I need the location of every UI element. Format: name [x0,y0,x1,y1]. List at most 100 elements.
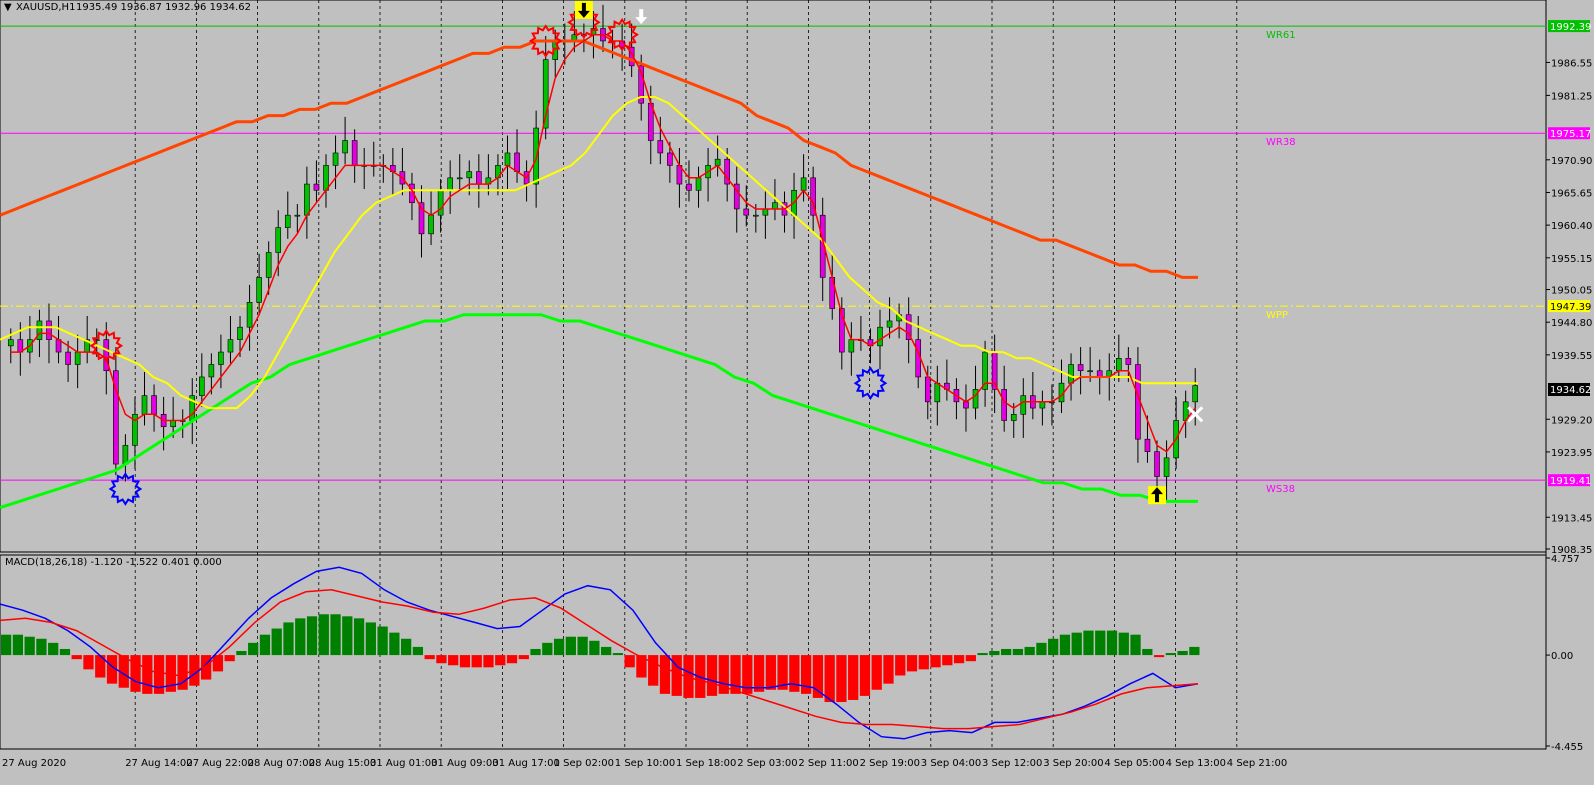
macd-histogram-bar [412,646,424,656]
macd-histogram-bar [118,655,129,688]
candle-bull [877,326,883,347]
time-tick-label: 31 Aug 01:00 [370,758,437,769]
macd-histogram-bar [212,655,224,672]
candle-bull [170,420,176,428]
time-tick-label: 2 Sep 11:00 [798,758,858,769]
candle-bull [934,382,941,403]
candle-bull [886,320,893,328]
candle-bear [963,401,969,409]
macd-histogram-bar [553,638,565,656]
candle-bull [1192,385,1199,403]
macd-histogram-bar [624,655,635,668]
macd-histogram-bar [812,655,824,698]
macd-histogram-bar [1001,648,1012,656]
macd-histogram-bar [71,655,82,660]
macd-histogram-bar [295,618,306,656]
candle-bear [733,183,740,210]
macd-histogram-bar [36,638,47,656]
candle-bear [638,65,645,104]
candle-bear [113,370,119,465]
macd-indicator: 4.757 0.00 -4.455 [0,554,1583,753]
level-price-label: 1919.41 [1550,476,1591,487]
candle-bear [46,320,52,340]
macd-histogram-bar [1036,642,1047,656]
macd-line [0,566,1199,740]
macd-histogram-bar [165,655,176,692]
arrow-down-marker [635,9,648,25]
macd-histogram-bar [342,616,353,656]
time-tick-label: 31 Aug 09:00 [431,758,498,769]
candle-bear [313,183,320,191]
time-tick-label: 1 Sep 02:00 [554,758,614,769]
macd-histogram-bar [306,616,318,656]
candle-bull [74,351,81,365]
candle-bear [924,376,931,403]
candle-bull [982,351,988,390]
candle-bull [237,326,243,340]
macd-histogram-bar [1,634,12,656]
macd-histogram-bar [836,655,847,703]
price-tick-label: 1923.95 [1551,448,1592,459]
level-price-box [1548,127,1590,140]
time-tick-label: 27 Aug 22:00 [186,758,253,769]
time-tick-label: 3 Sep 04:00 [921,758,981,769]
price-tick-label: 1960.40 [1551,221,1592,232]
time-tick-label: 27 Aug 14:00 [125,758,192,769]
macd-histogram-bar [848,655,859,700]
candle-bull [218,351,224,365]
candle-bull [294,214,301,217]
price-panel[interactable] [0,0,1547,553]
macd-histogram-bar [518,655,529,660]
price-axis: 1986.55 1981.25 1970.90 1965.65 1960.40 1955.… [1546,58,1592,556]
time-tick-label: 4 Sep 05:00 [1104,758,1164,769]
macd-histogram-bar [224,655,235,662]
macd-histogram-bar [636,655,647,678]
macd-histogram-bar [1165,653,1176,656]
candle-bull [972,389,979,409]
macd-histogram-bar [965,655,976,662]
sun-marker [89,328,124,363]
price-tick-label: 1944.80 [1551,318,1592,329]
price-tick-label: 1986.55 [1551,58,1592,69]
time-tick-label: 28 Aug 07:00 [248,758,315,769]
macd-histogram-bar [1118,632,1129,656]
candle-bear [810,177,816,216]
macd-histogram-bar [1153,655,1165,658]
ma-orange-line [0,39,1198,279]
candle-bull [246,301,253,328]
candle-bear [838,308,845,353]
macd-histogram-bar [95,655,106,678]
macd-histogram-bar [389,632,400,656]
price-tick-label: 1908.35 [1551,545,1592,556]
macd-histogram-bar [801,655,812,694]
macd-histogram-bar [153,655,165,694]
candle-bull [447,177,453,191]
price-tick-label: 1950.05 [1551,286,1592,297]
sun-marker [108,472,143,506]
candle-bear [65,351,71,365]
price-tick-label: 1929.20 [1551,415,1592,426]
macd-histogram-bar [1177,651,1188,656]
candle-bear [418,202,425,235]
level-price-label: 1947.39 [1550,302,1591,313]
macd-histogram-bar [377,626,388,656]
macd-histogram-bar [542,642,553,656]
macd-histogram-bar [859,655,871,696]
macd-histogram-bar [248,642,259,656]
price-tick-label: 1965.65 [1551,188,1592,199]
macd-histogram-bar [589,640,600,656]
sun-marker [853,366,888,401]
candles [7,4,1199,501]
macd-histogram-bar [330,614,341,656]
price-tick-label: 1970.90 [1551,156,1592,167]
candle-bull [284,214,291,228]
macd-histogram-bar [683,655,694,698]
macd-panel[interactable] [0,554,1547,750]
macd-histogram-bar [659,655,671,694]
macd-histogram-bar [718,655,729,694]
candle-bear [476,171,482,185]
macd-histogram-bar [283,622,294,656]
macd-histogram-bar [930,655,941,668]
macd-histogram-bar [424,655,435,660]
